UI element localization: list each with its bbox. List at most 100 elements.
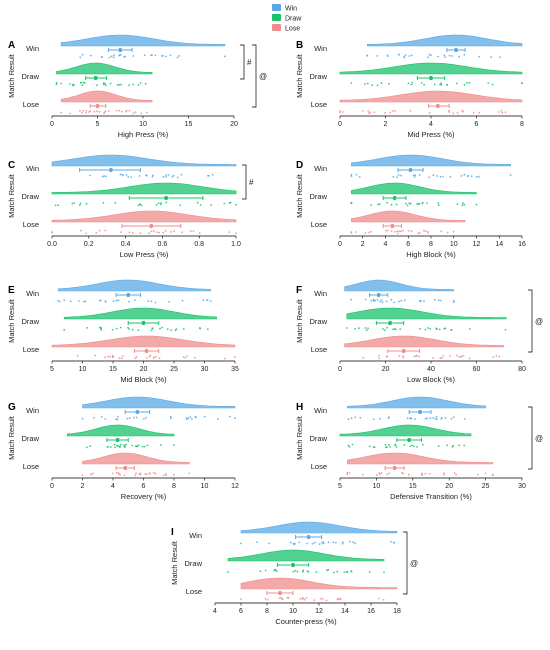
- data-point: [382, 328, 384, 330]
- x-tick-label: 20: [140, 366, 148, 373]
- data-point: [307, 571, 310, 573]
- data-point: [368, 571, 371, 573]
- row-lose: Lose: [23, 90, 153, 115]
- data-point: [117, 415, 119, 418]
- data-point: [132, 55, 135, 57]
- data-point: [148, 472, 151, 475]
- legend: Win Draw Lose: [272, 4, 302, 33]
- data-point: [96, 84, 98, 87]
- density-cloud: [344, 279, 455, 292]
- data-point: [120, 83, 122, 86]
- data-point: [469, 328, 471, 330]
- data-point: [209, 300, 212, 303]
- data-point: [224, 357, 226, 360]
- data-point: [89, 54, 92, 57]
- category-label: Win: [314, 289, 327, 298]
- category-label: Lose: [311, 345, 327, 354]
- data-point: [439, 83, 441, 86]
- data-point: [299, 598, 302, 600]
- mean-marker: [117, 47, 123, 53]
- data-point: [444, 56, 447, 58]
- data-point: [429, 417, 432, 420]
- data-point: [234, 417, 236, 420]
- data-point: [460, 175, 463, 177]
- row-draw: Draw: [309, 307, 507, 332]
- data-point: [135, 416, 138, 419]
- data-point: [455, 473, 457, 476]
- data-point: [128, 109, 131, 112]
- data-point: [154, 54, 157, 57]
- data-point: [409, 202, 412, 205]
- category-label: Win: [314, 406, 327, 415]
- x-tick-label: 20: [230, 121, 238, 128]
- row-lose: Lose: [311, 90, 523, 115]
- data-point: [394, 110, 397, 112]
- data-point: [462, 110, 465, 113]
- data-point: [397, 232, 399, 235]
- data-point: [322, 542, 325, 545]
- data-point: [341, 542, 344, 545]
- panel-letter: H: [296, 402, 303, 413]
- data-point: [115, 109, 118, 112]
- data-point: [92, 472, 94, 475]
- data-point: [411, 444, 414, 447]
- data-point: [146, 473, 148, 476]
- data-point: [436, 175, 438, 177]
- data-point: [388, 443, 390, 446]
- data-point: [463, 83, 466, 86]
- data-point: [334, 541, 337, 544]
- data-point: [202, 299, 205, 302]
- data-point: [104, 229, 107, 232]
- data-point: [422, 443, 424, 446]
- data-point: [440, 230, 443, 233]
- data-point: [76, 354, 79, 357]
- data-point: [361, 110, 364, 112]
- mean-marker: [453, 47, 459, 53]
- category-label: Lose: [186, 587, 202, 596]
- data-point: [143, 54, 146, 56]
- data-point: [144, 82, 147, 85]
- data-point: [350, 231, 353, 233]
- data-point: [404, 202, 407, 205]
- data-point: [463, 203, 466, 206]
- x-tick-label: 6: [406, 241, 410, 248]
- data-point: [500, 109, 503, 112]
- data-point: [292, 542, 295, 545]
- data-point: [466, 81, 468, 84]
- row-draw: Draw: [309, 62, 523, 87]
- data-point: [125, 174, 128, 176]
- data-point: [410, 54, 413, 57]
- data-point: [463, 53, 466, 56]
- data-point: [206, 328, 209, 330]
- category-label: Draw: [184, 559, 202, 568]
- category-label: Win: [26, 44, 39, 53]
- data-point: [332, 541, 335, 544]
- data-point: [153, 230, 155, 233]
- data-point: [414, 174, 417, 177]
- row-lose: Lose: [311, 335, 505, 360]
- data-point: [118, 357, 121, 359]
- row-lose: Lose: [23, 210, 237, 235]
- data-point: [167, 174, 170, 176]
- data-point: [409, 417, 411, 420]
- data-point: [195, 416, 198, 419]
- data-point: [370, 299, 373, 302]
- data-point: [491, 83, 494, 86]
- data-point: [444, 327, 447, 330]
- data-point: [444, 417, 447, 419]
- data-point: [79, 202, 82, 205]
- data-point: [439, 357, 442, 360]
- data-point: [115, 327, 118, 330]
- data-point: [446, 83, 449, 86]
- data-point: [180, 173, 183, 176]
- data-point: [160, 202, 163, 204]
- x-tick-label: 10: [373, 483, 381, 490]
- data-point: [355, 173, 358, 176]
- data-point: [437, 445, 440, 447]
- legend-label-lose: Lose: [285, 26, 300, 33]
- data-point: [397, 174, 400, 177]
- data-point: [346, 473, 349, 476]
- mean-marker: [376, 292, 382, 298]
- data-point: [451, 55, 453, 57]
- density-cloud: [51, 154, 237, 167]
